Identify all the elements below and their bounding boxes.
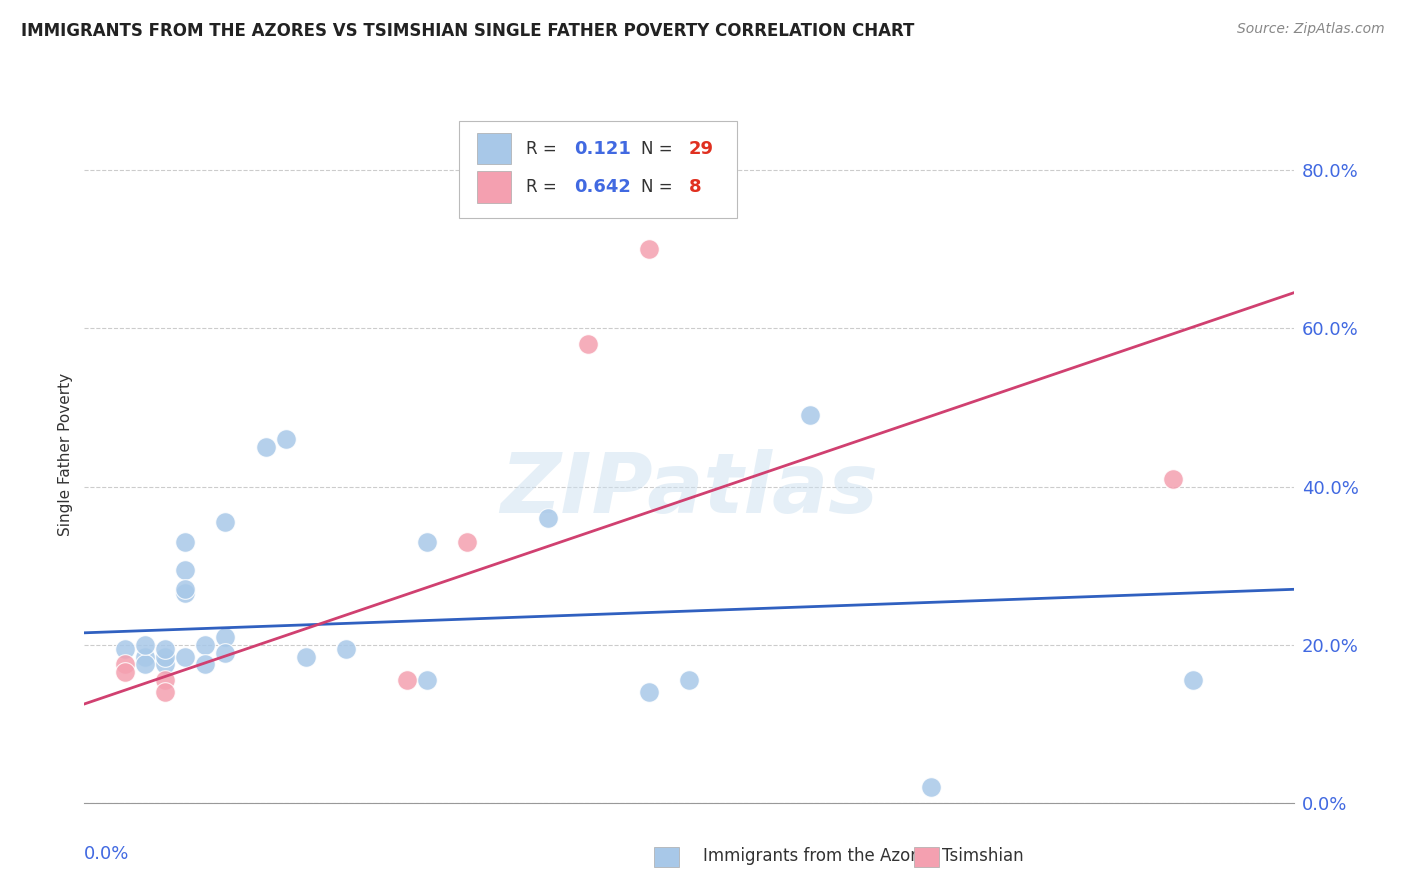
Point [114,641,136,656]
Text: N =: N = [641,140,672,158]
Point [920,780,942,794]
Y-axis label: Single Father Poverty: Single Father Poverty [58,374,73,536]
Point [174,649,197,664]
Point [295,649,318,664]
Point [1181,673,1204,688]
Point [194,657,217,672]
Text: R =: R = [526,140,557,158]
Point [416,673,439,688]
Point [416,534,439,549]
FancyBboxPatch shape [478,171,512,202]
Text: Immigrants from the Azores: Immigrants from the Azores [703,847,936,865]
Point [134,657,156,672]
FancyBboxPatch shape [478,133,512,164]
Point [174,534,197,549]
Text: N =: N = [641,178,672,196]
Point [153,641,176,656]
Point [678,673,700,688]
Point [194,638,217,652]
Point [214,630,236,644]
Point [214,646,236,660]
Point [335,641,357,656]
Point [537,511,560,525]
Point [274,432,297,446]
Point [153,657,176,672]
Point [153,649,176,664]
Point [174,582,197,597]
Text: 0.0%: 0.0% [84,845,129,863]
Point [456,534,478,549]
Point [134,638,156,652]
Text: 29: 29 [689,140,714,158]
Text: R =: R = [526,178,557,196]
Point [637,243,659,257]
Point [134,649,156,664]
Point [153,685,176,699]
Point [114,665,136,680]
Text: ZIPatlas: ZIPatlas [501,450,877,530]
Point [174,586,197,600]
Text: Source: ZipAtlas.com: Source: ZipAtlas.com [1237,22,1385,37]
Text: 8: 8 [689,178,702,196]
Point [395,673,418,688]
Point [174,563,197,577]
Point [637,685,659,699]
Point [254,440,277,454]
FancyBboxPatch shape [460,121,737,219]
Point [1161,472,1184,486]
Point [114,657,136,672]
Text: 0.121: 0.121 [574,140,631,158]
Text: Tsimshian: Tsimshian [942,847,1024,865]
Point [576,337,599,351]
Point [153,673,176,688]
Point [214,515,236,529]
Point [799,409,821,423]
Text: 0.642: 0.642 [574,178,631,196]
Text: IMMIGRANTS FROM THE AZORES VS TSIMSHIAN SINGLE FATHER POVERTY CORRELATION CHART: IMMIGRANTS FROM THE AZORES VS TSIMSHIAN … [21,22,914,40]
